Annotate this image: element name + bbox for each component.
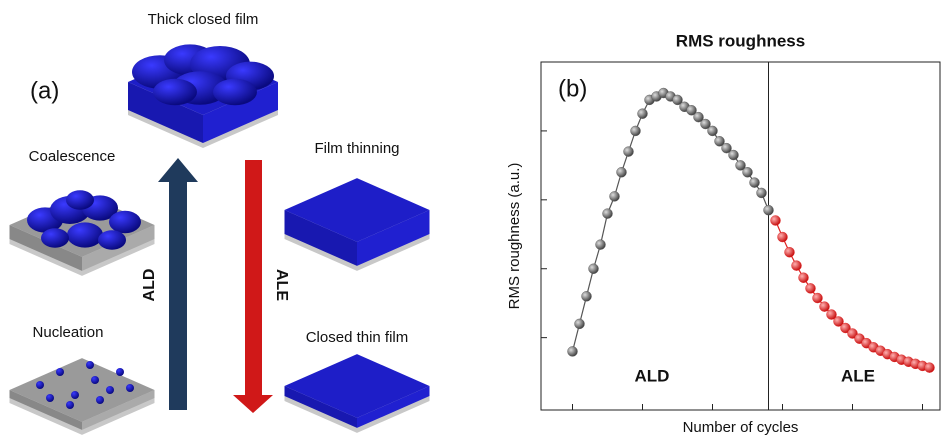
data-point xyxy=(813,293,823,303)
data-point xyxy=(582,291,592,301)
grain xyxy=(213,79,257,105)
nucleus xyxy=(106,386,114,394)
data-point xyxy=(603,209,613,219)
data-point xyxy=(820,302,830,312)
nucleus xyxy=(116,368,124,376)
data-point xyxy=(925,363,935,373)
nucleus xyxy=(91,376,99,384)
data-point xyxy=(708,126,718,136)
data-point xyxy=(568,346,578,356)
series-line xyxy=(573,93,769,351)
data-point xyxy=(771,215,781,225)
nucleus xyxy=(126,384,134,392)
data-point xyxy=(778,232,788,242)
grain xyxy=(66,190,94,210)
stage-label: Thick closed film xyxy=(148,11,259,28)
data-point xyxy=(799,273,809,283)
data-point xyxy=(575,319,585,329)
data-point xyxy=(624,147,634,157)
nucleus xyxy=(56,368,64,376)
grain xyxy=(67,222,103,247)
stage-label: Closed thin film xyxy=(306,329,409,346)
panel-label: (a) xyxy=(30,77,59,104)
data-point xyxy=(596,240,606,250)
arrow-label: ALD xyxy=(141,269,158,302)
grain xyxy=(109,211,141,233)
data-point xyxy=(792,261,802,271)
grain xyxy=(153,79,197,105)
nucleus xyxy=(96,396,104,404)
nucleus xyxy=(71,391,79,399)
data-point xyxy=(617,167,627,177)
panel-label: (b) xyxy=(558,75,587,102)
ald-arrow xyxy=(158,158,198,410)
diagram: (a) Thick closed film Coalescence Film t… xyxy=(10,11,430,435)
data-point xyxy=(785,247,795,257)
stage-label: Coalescence xyxy=(29,148,116,165)
chart-title: RMS roughness xyxy=(676,31,805,50)
data-point xyxy=(757,188,767,198)
figure: (a) Thick closed film Coalescence Film t… xyxy=(0,0,952,438)
grain xyxy=(41,228,69,248)
data-point xyxy=(806,283,816,293)
nucleus xyxy=(66,401,74,409)
y-axis-label: RMS roughness (a.u.) xyxy=(506,163,523,310)
ale-arrow xyxy=(233,160,273,413)
phase-label: ALD xyxy=(635,366,670,385)
arrow-label: ALE xyxy=(273,269,290,301)
grain xyxy=(98,230,126,250)
data-point xyxy=(750,178,760,188)
data-point xyxy=(589,264,599,274)
stage-label: Nucleation xyxy=(33,324,104,341)
data-point xyxy=(764,205,774,215)
data-point xyxy=(729,150,739,160)
data-point xyxy=(610,191,620,201)
x-axis-label: Number of cycles xyxy=(683,419,799,436)
nucleus xyxy=(46,394,54,402)
nucleus xyxy=(36,381,44,389)
data-point xyxy=(638,109,648,119)
nucleus xyxy=(86,361,94,369)
data-point xyxy=(631,126,641,136)
chart: RMS roughness (b) Number of cycles RMS roug… xyxy=(506,31,940,435)
stage-label: Film thinning xyxy=(314,140,399,157)
data-point xyxy=(743,167,753,177)
phase-label: ALE xyxy=(841,366,875,385)
series-line xyxy=(776,220,930,367)
plot-frame xyxy=(541,62,940,410)
